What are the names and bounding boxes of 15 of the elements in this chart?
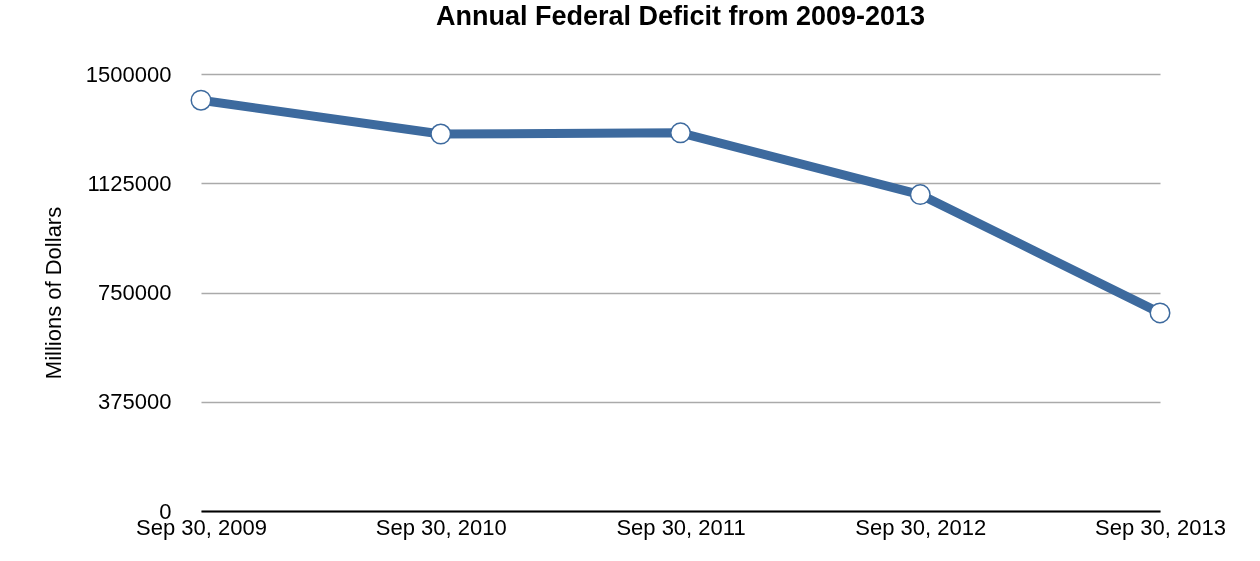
point — [1149, 302, 1171, 324]
x-tick-label: Sep 30, 2012 — [855, 514, 987, 540]
point — [190, 89, 212, 111]
y-tick-label: 1125000 — [87, 170, 172, 196]
y-tick-label: 375000 — [98, 389, 172, 415]
x-tick-label: Sep 30, 2010 — [375, 514, 507, 540]
y-tick-label: 750000 — [98, 280, 172, 305]
point — [430, 123, 452, 145]
y-tick-label: 1500000 — [85, 61, 172, 87]
x-tick-label: Sep 30, 2013 — [1095, 514, 1226, 540]
chart-title: Annual Federal Deficit from 2009-2013 — [435, 1, 926, 31]
point — [909, 184, 931, 206]
point — [670, 122, 691, 144]
y-axis-title: Millions of Dollars — [40, 206, 66, 380]
x-tick-label: Sep 30, 2011 — [616, 514, 746, 540]
